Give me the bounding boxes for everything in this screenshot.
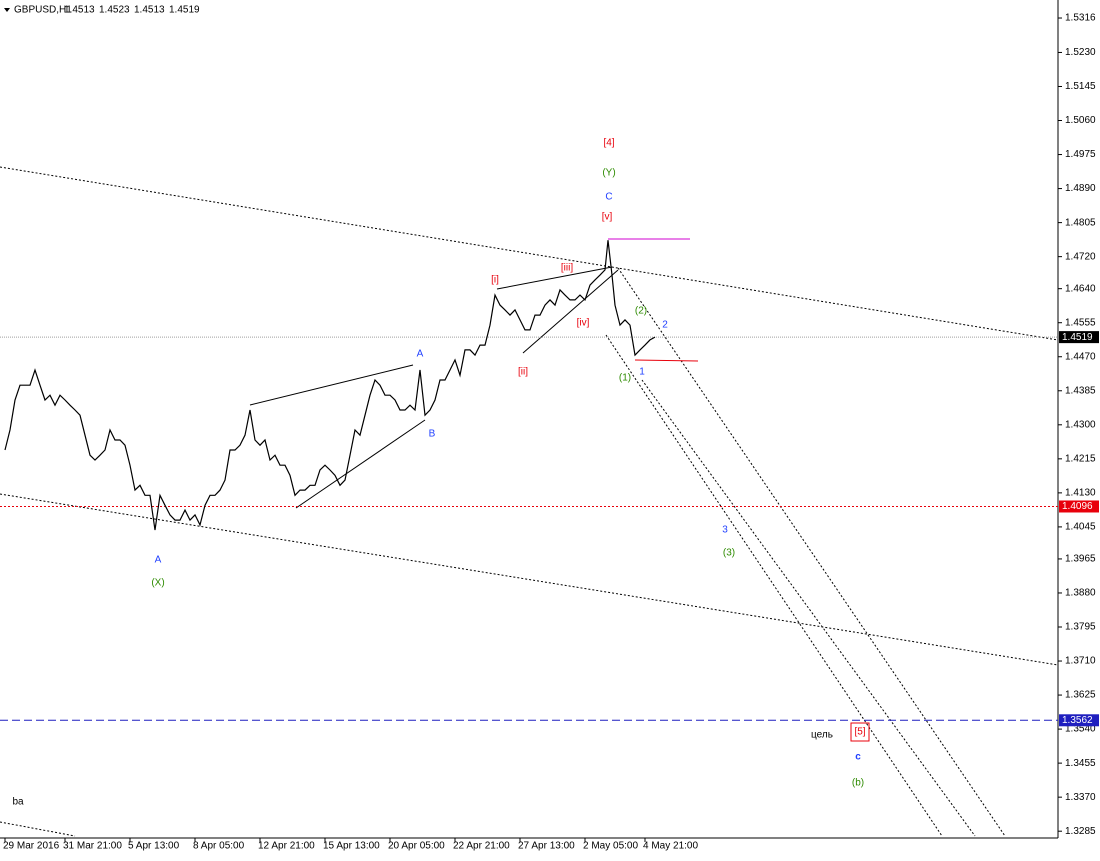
wave-label: A — [155, 555, 162, 566]
level-label: 1.4519 — [1062, 332, 1093, 343]
wave-label: (b) — [852, 778, 864, 789]
menu-arrow — [4, 8, 10, 12]
price-line — [4, 240, 656, 531]
y-tick-label: 1.4470 — [1065, 351, 1096, 362]
x-tick-label: 29 Mar 2016 — [3, 841, 60, 852]
y-tick-label: 1.4805 — [1065, 217, 1096, 228]
trend-line — [0, 166, 1059, 341]
y-tick-label: 1.5230 — [1065, 47, 1096, 58]
wave-label: [5] — [854, 727, 865, 738]
y-tick-label: 1.4300 — [1065, 419, 1096, 430]
level-label: 1.4096 — [1062, 501, 1093, 512]
x-tick-label: 20 Apr 05:00 — [388, 841, 445, 852]
wave-label: c — [855, 752, 861, 763]
x-tick-label: 2 May 05:00 — [583, 841, 638, 852]
wedge-line — [249, 364, 414, 406]
y-tick-label: 1.3285 — [1065, 826, 1096, 837]
annotation-box — [850, 722, 870, 742]
y-tick-label: 1.3965 — [1065, 554, 1096, 565]
wave-label: 2 — [662, 320, 668, 331]
wedge-line — [295, 419, 426, 509]
y-tick-label: 1.3625 — [1065, 690, 1096, 701]
wave-label: [iv] — [577, 318, 590, 329]
y-tick-label: 1.4890 — [1065, 183, 1096, 194]
wave-label: A — [417, 349, 424, 360]
wave-label: B — [429, 429, 436, 440]
x-tick-label: 4 May 21:00 — [643, 841, 698, 852]
x-tick-label: 22 Apr 21:00 — [453, 841, 510, 852]
ohlc-value: 1.4519 — [169, 5, 200, 16]
y-tick-label: 1.4215 — [1065, 453, 1096, 464]
y-tick-label: 1.4975 — [1065, 149, 1096, 160]
y-tick-label: 1.4720 — [1065, 251, 1096, 262]
triangle-line — [496, 266, 613, 290]
y-tick-label: 1.3540 — [1065, 724, 1096, 735]
y-tick-label: 1.3795 — [1065, 622, 1096, 633]
wave-label: (Y) — [602, 168, 615, 179]
symbol: GBPUSD,H1 — [14, 5, 72, 16]
ohlc-value: 1.4513 — [134, 5, 165, 16]
wave-label: цель — [811, 730, 833, 741]
trend-line — [0, 821, 76, 837]
low-line — [634, 359, 699, 362]
x-tick-label: 27 Apr 13:00 — [518, 841, 575, 852]
wave-label: [v] — [602, 212, 613, 223]
level-label-box — [1059, 500, 1099, 513]
wave-label: [4] — [603, 138, 614, 149]
level-label: 1.3562 — [1062, 715, 1093, 726]
channel-line — [617, 267, 1006, 837]
wave-label: (X) — [151, 578, 164, 589]
wave-label: (1) — [619, 373, 631, 384]
wave-label: 1 — [639, 367, 645, 378]
trend-line — [0, 493, 1059, 666]
y-tick-label: 1.5060 — [1065, 115, 1096, 126]
wave-label: C — [605, 192, 612, 203]
x-tick-label: 12 Apr 21:00 — [258, 841, 315, 852]
y-tick-label: 1.3710 — [1065, 656, 1096, 667]
y-tick-label: 1.3455 — [1065, 758, 1096, 769]
x-tick-label: 31 Mar 21:00 — [63, 841, 122, 852]
wave-label: ba — [12, 797, 24, 808]
ohlc-value: 1.4523 — [99, 5, 130, 16]
level-label-box — [1059, 714, 1099, 727]
wave-label: [i] — [491, 275, 499, 286]
x-tick-label: 8 Apr 05:00 — [193, 841, 245, 852]
wave-label: (3) — [723, 548, 735, 559]
ohlc-value: 1.4513 — [64, 5, 95, 16]
y-tick-label: 1.4130 — [1065, 488, 1096, 499]
wave-label: (2) — [635, 306, 647, 317]
y-tick-label: 1.4385 — [1065, 385, 1096, 396]
wave-label: [iii] — [561, 263, 573, 274]
y-tick-label: 1.4555 — [1065, 317, 1096, 328]
x-tick-label: 15 Apr 13:00 — [323, 841, 380, 852]
wave-label: 3 — [722, 525, 728, 536]
trend-lines — [0, 166, 1059, 837]
y-tick-label: 1.4640 — [1065, 283, 1096, 294]
wave-label: [ii] — [518, 367, 528, 378]
channel-line — [605, 334, 943, 837]
y-tick-label: 1.3370 — [1065, 792, 1096, 803]
y-tick-label: 1.5145 — [1065, 81, 1096, 92]
x-tick-label: 5 Apr 13:00 — [128, 841, 180, 852]
y-tick-label: 1.5316 — [1065, 13, 1096, 24]
y-tick-label: 1.3880 — [1065, 588, 1096, 599]
ohlc: 1.4513 1.4523 1.4513 1.4519 — [64, 5, 200, 16]
triangle-line — [522, 269, 619, 354]
y-tick-label: 1.4045 — [1065, 522, 1096, 533]
level-label-box — [1059, 331, 1099, 344]
